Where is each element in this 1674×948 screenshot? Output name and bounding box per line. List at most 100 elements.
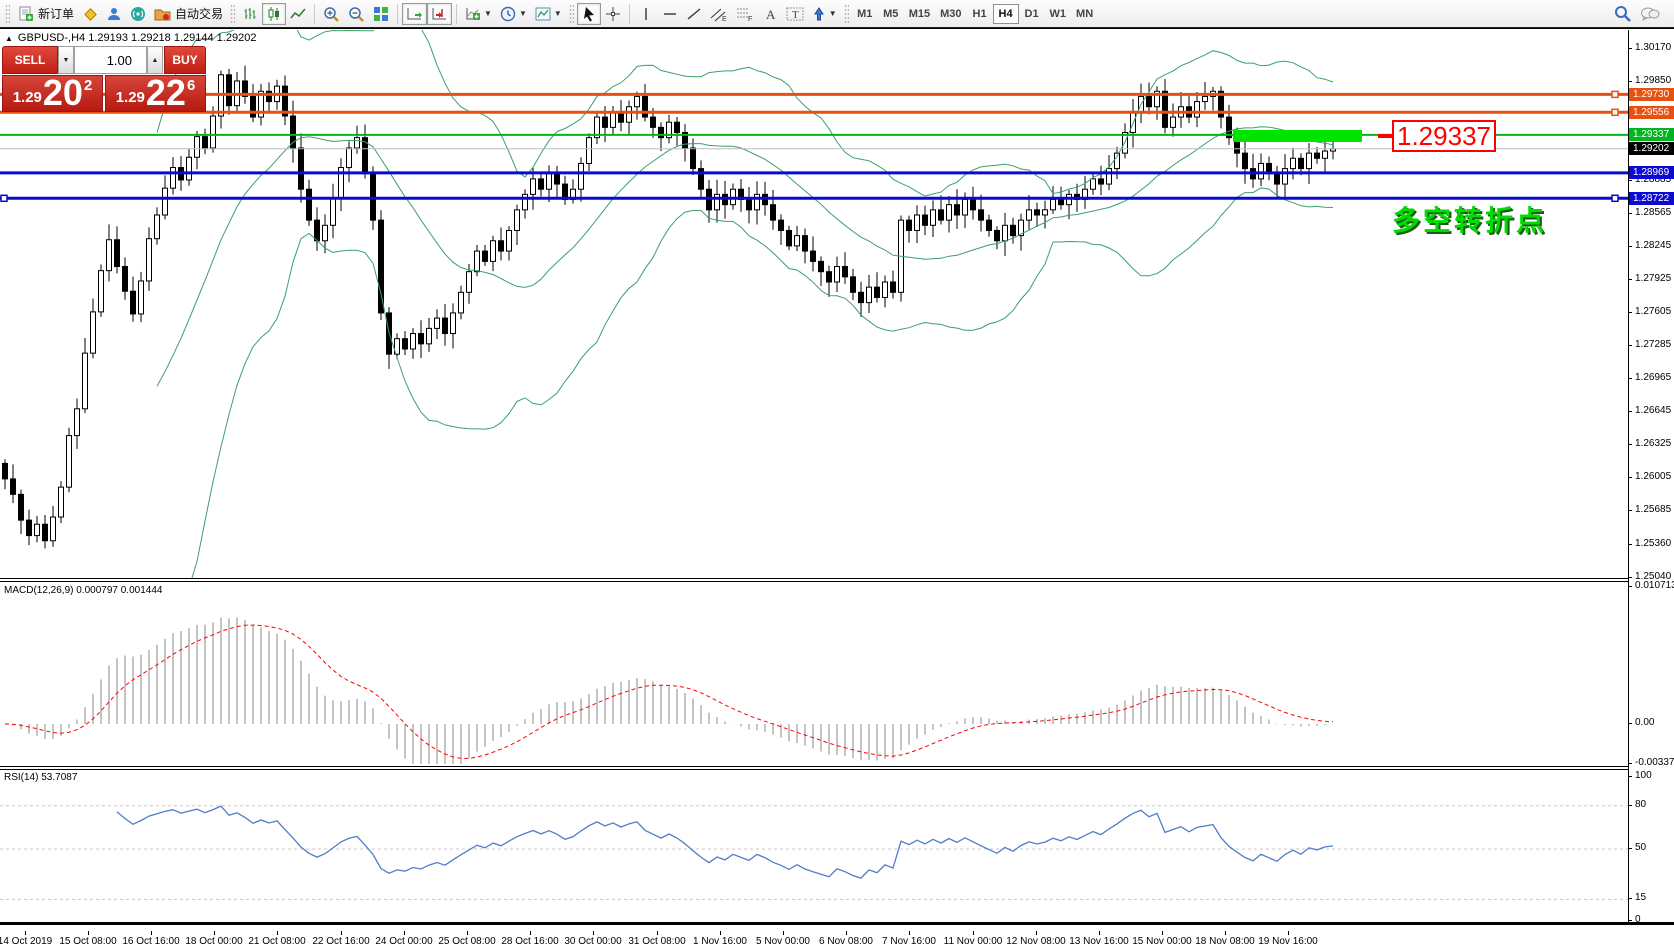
toolbar-crosshair[interactable] [601, 3, 625, 25]
toolbar-vertical-line[interactable] [634, 3, 658, 25]
toolbar-community[interactable] [102, 3, 126, 25]
toolbar-tf-h1[interactable]: H1 [967, 4, 993, 24]
volume-input[interactable]: 1.00 [74, 46, 147, 74]
time-axis: 14 Oct 2019 15 Oct 08:00 16 Oct 16:00 18 Oc… [0, 928, 1674, 948]
sell-button[interactable]: SELL [2, 46, 58, 74]
time-tick-mark [277, 931, 278, 935]
toolbar-cursor[interactable] [576, 2, 601, 25]
sell-price-big: 20 [42, 72, 83, 113]
callout-pointer [1378, 134, 1392, 138]
axis-tick-mark [1629, 898, 1632, 900]
toolbar-text-label[interactable]: T [782, 3, 808, 25]
time-tick-mark [846, 931, 847, 935]
pane-splitter[interactable] [0, 766, 1674, 770]
toolbar-new-order[interactable]: 新订单 [13, 3, 78, 25]
toolbar-equidistant-channel[interactable]: E [706, 3, 732, 25]
time-tick-mark [25, 931, 26, 935]
line-handle[interactable] [1611, 194, 1619, 203]
bollinger-bands [156, 30, 1334, 578]
time-label: 5 Nov 00:00 [756, 936, 810, 947]
svg-text:F: F [748, 16, 752, 22]
line-chart-icon [290, 6, 306, 22]
signals-icon [130, 6, 146, 22]
line-handle[interactable] [1611, 108, 1619, 117]
time-label: 18 Nov 08:00 [1195, 936, 1255, 947]
line-handle[interactable] [1611, 90, 1619, 99]
quote-panel-collapse-icon[interactable]: ▲ [5, 33, 13, 43]
toolbar-signals[interactable] [126, 3, 150, 25]
buy-price-button[interactable]: 1.29 22 6 [105, 75, 206, 112]
toolbar-tf-h4[interactable]: H4 [992, 3, 1019, 24]
toolbar-tf-d1[interactable]: D1 [1019, 4, 1045, 24]
chevron-down-icon: ▼ [518, 9, 527, 18]
templates-icon [535, 6, 551, 22]
rsi-pane[interactable] [0, 770, 1628, 922]
toolbar-templates[interactable]: ▼ [531, 3, 566, 25]
toolbar-metaeditor[interactable] [78, 3, 102, 25]
axis-tick-mark [1629, 586, 1632, 587]
toolbar-search[interactable] [1610, 3, 1636, 25]
symbol-header: ▲ GBPUSD-,H4 1.29193 1.29218 1.29144 1.2… [5, 32, 256, 44]
toolbar-tf-w1[interactable]: W1 [1045, 4, 1072, 24]
toolbar-chart-shift[interactable] [427, 2, 453, 25]
macd-histogram [12, 617, 1334, 764]
time-label: 30 Oct 00:00 [564, 936, 622, 947]
line-handle[interactable] [0, 194, 8, 203]
toolbar-auto-scroll[interactable] [402, 2, 428, 25]
symbol-ohlc-text: GBPUSD-,H4 1.29193 1.29218 1.29144 1.292… [17, 32, 257, 44]
auto-scroll-icon [406, 6, 423, 22]
toolbar-arrows[interactable]: ▼ [808, 3, 841, 25]
sell-price-button[interactable]: 1.29 20 2 [2, 75, 103, 112]
toolbar-fibonacci[interactable]: F [732, 3, 758, 25]
axis-tick-mark [1629, 213, 1632, 215]
toolbar-autotrading[interactable]: 自动交易 [150, 3, 227, 25]
toolbar-grip [5, 3, 10, 24]
toolbar-horizontal-line[interactable] [658, 3, 682, 25]
pane-splitter[interactable] [0, 578, 1674, 582]
toolbar-indicators[interactable]: ▼ [461, 3, 496, 25]
price-tick-1.26005: 1.26005 [1635, 471, 1672, 483]
toolbar-trendline[interactable] [682, 3, 706, 25]
toolbar-tile-windows[interactable] [369, 3, 393, 25]
volume-decrease-button[interactable]: ▼ [58, 46, 74, 74]
price-tick-1.28565: 1.28565 [1635, 207, 1672, 219]
volume-increase-button[interactable]: ▲ [147, 46, 163, 74]
toolbar-tf-m5[interactable]: M5 [878, 4, 904, 24]
chevron-down-icon: ▼ [484, 9, 492, 18]
time-label: 11 Nov 00:00 [943, 936, 1003, 947]
toolbar-tf-mn[interactable]: MN [1071, 4, 1098, 24]
axis-tick-mark [1629, 345, 1632, 347]
zoom-out-icon [348, 6, 365, 22]
toolbar-chart-line[interactable] [286, 3, 310, 25]
time-tick-mark [530, 931, 531, 935]
toolbar-tf-m1[interactable]: M1 [852, 4, 878, 24]
new-order-icon [17, 6, 34, 22]
toolbar-tf-m30[interactable]: M30 [935, 4, 966, 24]
macd-pane[interactable] [0, 582, 1628, 765]
price-callout-box[interactable] [1392, 120, 1496, 152]
time-label: 28 Oct 16:00 [501, 936, 559, 947]
axis-tick-mark [1629, 180, 1632, 182]
arrows-icon [812, 6, 826, 22]
time-tick-mark [593, 931, 594, 935]
price-tick-1.25685: 1.25685 [1635, 504, 1672, 516]
toolbar-periods[interactable]: ▼ [496, 3, 531, 25]
toolbar-text[interactable]: A [758, 3, 782, 25]
toolbar-zoom-out[interactable] [344, 3, 369, 25]
note-text[interactable]: 多空转折点 [1392, 204, 1547, 236]
toolbar-grip [843, 3, 849, 24]
toolbar-chart-candles[interactable] [262, 2, 287, 25]
rsi-label: RSI(14) 53.7087 [4, 772, 78, 783]
price-tick-1.25040: 1.25040 [1635, 570, 1672, 582]
toolbar-zoom-in[interactable] [319, 3, 344, 25]
time-tick-mark [1225, 931, 1226, 935]
toolbar-chart-bars[interactable] [238, 3, 262, 25]
fibonacci-icon: F [736, 6, 754, 22]
toolbar-tf-d1-label: D1 [1024, 7, 1039, 20]
toolbar-chat[interactable] [1636, 3, 1664, 25]
highlight-rectangle[interactable] [1233, 130, 1362, 142]
buy-button[interactable]: BUY [164, 46, 206, 74]
toolbar-tf-m15[interactable]: M15 [904, 4, 935, 24]
buy-price-prefix: 1.29 [115, 89, 145, 106]
